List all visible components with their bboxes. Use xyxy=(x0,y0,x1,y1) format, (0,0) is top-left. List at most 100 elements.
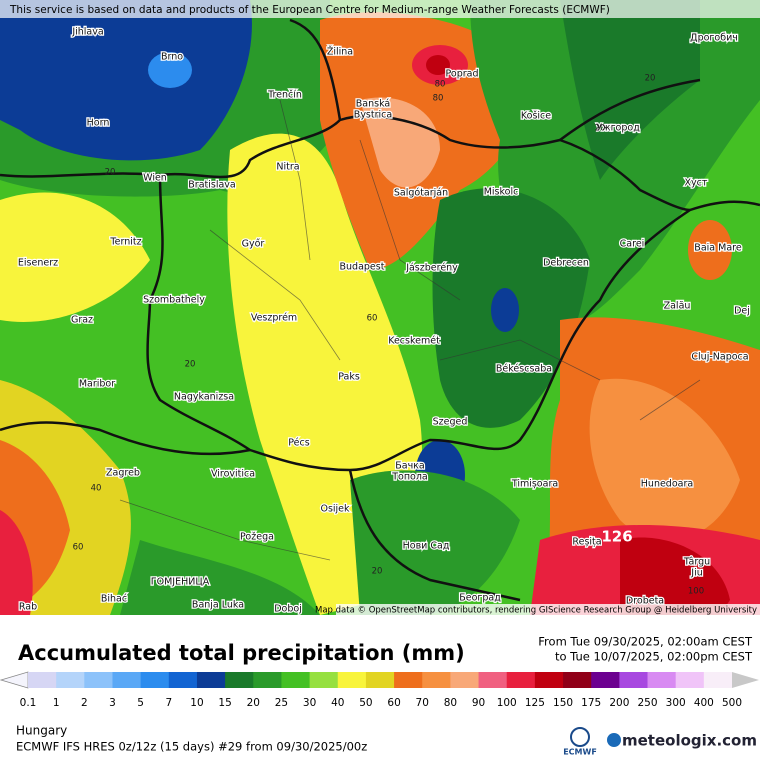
legend-label: 2 xyxy=(81,697,88,709)
city-label: Jihlava xyxy=(71,27,103,38)
city-label: Хуст xyxy=(685,178,708,189)
legend-swatch xyxy=(534,672,564,688)
city-label: Trenčín xyxy=(267,90,302,101)
contour-label: 80 xyxy=(435,80,446,90)
legend-swatch xyxy=(56,672,85,688)
brand-logo xyxy=(607,733,621,747)
brand: meteologix.com xyxy=(622,732,757,750)
city-label: Szeged xyxy=(433,417,468,428)
city-label: Bihać xyxy=(101,594,127,605)
legend-swatch xyxy=(394,672,423,688)
legend-label: 175 xyxy=(581,697,601,709)
legend-swatch xyxy=(309,672,339,688)
city-label: Cluj-Napoca xyxy=(691,352,748,363)
city-label: Нови Сад xyxy=(403,541,450,552)
model: ECMWF IFS HRES 0z/12z (15 days) #29 from… xyxy=(16,740,367,754)
legend-swatch xyxy=(675,672,705,688)
legend-label: 80 xyxy=(444,697,457,709)
legend-label: 90 xyxy=(472,697,485,709)
title: Accumulated total precipitation (mm) xyxy=(18,641,465,665)
city-label: Târgu xyxy=(683,557,710,568)
city-label: Bratislava xyxy=(188,180,235,191)
city-label: Békéscsaba xyxy=(496,364,552,375)
city-label: Hunedoara xyxy=(641,479,693,490)
period-to: to Tue 10/07/2025, 02:00pm CEST xyxy=(555,650,753,664)
city-label: Zalău xyxy=(664,301,691,312)
city-label: Poprad xyxy=(446,69,479,80)
city-label: Wien xyxy=(143,173,167,184)
legend-label: 15 xyxy=(218,697,231,709)
legend-arrow xyxy=(0,671,29,689)
contour-label: 20 xyxy=(372,567,383,577)
attribution-bg xyxy=(336,604,760,615)
legend-swatch xyxy=(140,672,170,688)
city-label: Kecskemét xyxy=(388,336,440,347)
legend-label: 100 xyxy=(497,697,517,709)
city-label: Brno xyxy=(161,52,183,63)
city-label: Doboj xyxy=(274,604,302,615)
banner: This service is based on data and produc… xyxy=(9,4,610,16)
city-label: Maribor xyxy=(79,379,115,390)
city-label: Graz xyxy=(71,315,93,326)
city-label: Дрогобич xyxy=(690,33,738,44)
legend-label: 3 xyxy=(109,697,116,709)
city-label: Požega xyxy=(240,532,274,543)
city-label: Nagykanizsa xyxy=(174,392,234,403)
legend-label: 70 xyxy=(416,697,429,709)
city-label: Pécs xyxy=(288,438,309,449)
city-label: Београд xyxy=(459,593,501,604)
legend-label: 1 xyxy=(53,697,60,709)
attribution: Map data © OpenStreetMap contributors, r… xyxy=(315,606,757,616)
city-label: Košice xyxy=(521,111,551,122)
city-label: Ternitz xyxy=(109,237,141,248)
city-label: Banja Luka xyxy=(192,600,244,611)
legend-label: 5 xyxy=(137,697,144,709)
contour-label: 20 xyxy=(645,74,656,84)
city-label: Nitra xyxy=(276,162,299,173)
legend-swatch xyxy=(168,672,198,688)
contour-label: 60 xyxy=(367,314,378,324)
legend-label: 60 xyxy=(387,697,400,709)
legend-label: 7 xyxy=(165,697,172,709)
city-label: Horn xyxy=(87,118,110,129)
period-from: From Tue 09/30/2025, 02:00am CEST xyxy=(538,635,753,649)
region: Hungary xyxy=(16,724,67,738)
legend-label: 400 xyxy=(694,697,714,709)
legend-swatch xyxy=(619,672,649,688)
city-label: Carei xyxy=(620,239,645,250)
contour-label: 60 xyxy=(73,543,84,553)
legend-swatch xyxy=(365,672,395,688)
legend-label: 300 xyxy=(666,697,686,709)
legend-swatch xyxy=(647,672,677,688)
legend-swatch xyxy=(703,672,733,688)
legend-label: 150 xyxy=(553,697,573,709)
city-label: Budapest xyxy=(340,262,385,273)
legend-swatch xyxy=(591,672,620,688)
legend-label: 0.1 xyxy=(20,697,37,709)
contour-label: 80 xyxy=(433,94,444,104)
legend-label: 500 xyxy=(722,697,742,709)
legend-swatch xyxy=(28,672,57,688)
contour-label: 126 xyxy=(601,528,632,546)
legend-swatch xyxy=(112,672,142,688)
contour-label: 20 xyxy=(185,360,196,370)
city-label: Baia Mare xyxy=(694,243,742,254)
ecmwf-logo xyxy=(570,727,590,747)
legend-swatch xyxy=(253,672,282,688)
city-label: Osijek xyxy=(320,504,350,515)
city-label: Győr xyxy=(242,239,265,250)
contour-label: 20 xyxy=(595,124,606,134)
legend-label: 30 xyxy=(303,697,316,709)
city-label: Veszprém xyxy=(251,313,297,324)
contour-label: 40 xyxy=(91,484,102,494)
legend-swatch xyxy=(563,672,592,688)
legend-swatch xyxy=(84,672,113,688)
legend: 0.1 1 2 3 5 7 10 15 20 25 30 40 50 60 70 80 90 100 125 150 1… xyxy=(0,671,759,709)
city-label: Žilina xyxy=(327,46,353,58)
city-label: Timișoara xyxy=(511,479,558,490)
legend-swatch xyxy=(450,672,480,688)
legend-swatch xyxy=(196,672,226,688)
legend-label: 250 xyxy=(637,697,657,709)
legend-swatch xyxy=(506,672,536,688)
